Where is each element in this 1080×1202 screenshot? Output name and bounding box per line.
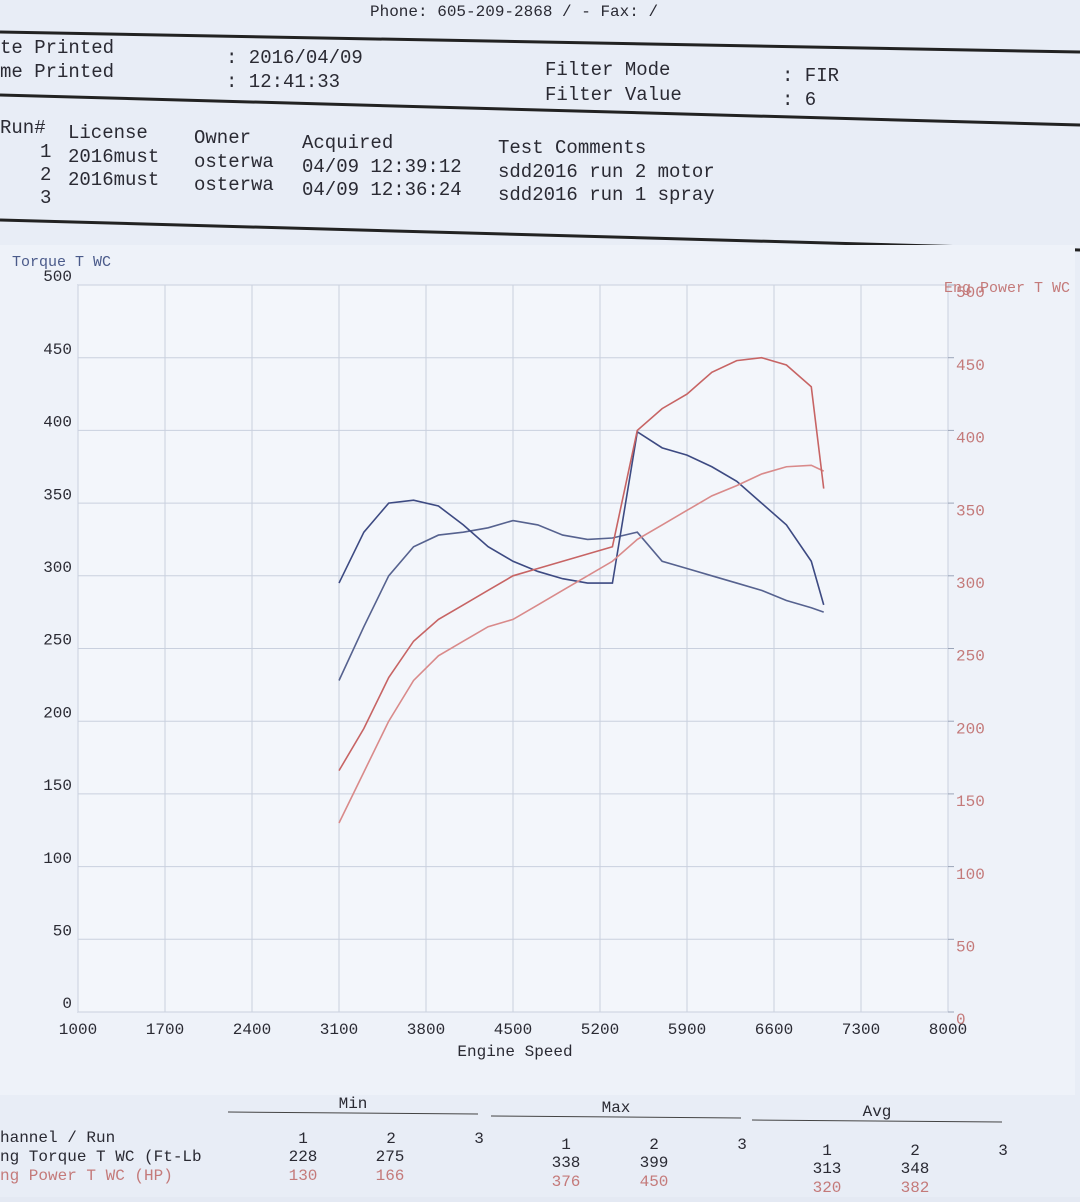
cell: 2016must — [68, 146, 159, 168]
x-tick-label: 1000 — [59, 1021, 97, 1039]
y2-tick-label: 450 — [956, 357, 985, 375]
y-tick-label: 0 — [62, 995, 72, 1013]
y-axis-title: Torque T WC — [12, 254, 111, 271]
cell: osterwa — [194, 174, 274, 196]
y2-tick-label: 150 — [956, 793, 985, 811]
cell: sdd2016 run 2 motor — [498, 161, 715, 183]
rule — [227, 1111, 479, 1115]
y-tick-label: 350 — [43, 486, 72, 504]
column-header: Acquired — [302, 132, 393, 154]
group-header: Max — [602, 1099, 631, 1117]
y-tick-label: 300 — [43, 559, 72, 577]
y2-tick-label: 0 — [956, 1011, 966, 1029]
rule — [0, 30, 1080, 54]
y2-tick-label: 300 — [956, 575, 985, 593]
rule — [751, 1119, 1003, 1123]
x-tick-label: 4500 — [494, 1021, 532, 1039]
row-label: ng Power T WC (HP) — [0, 1167, 173, 1185]
y-tick-label: 150 — [43, 777, 72, 795]
label: me Printed — [0, 61, 114, 83]
cell: 399 — [640, 1154, 669, 1172]
series-line — [338, 430, 825, 606]
y-tick-label: 400 — [43, 414, 72, 432]
run-number: 2 — [649, 1136, 659, 1154]
column-header: Run# — [0, 117, 46, 139]
x-tick-label: 3800 — [407, 1021, 445, 1039]
cell: 130 — [289, 1167, 318, 1185]
series-line — [338, 464, 825, 824]
x-tick-label: 8000 — [929, 1021, 967, 1039]
run-number: 1 — [822, 1142, 832, 1160]
y-tick-label: 50 — [53, 923, 72, 941]
cell: 04/09 12:36:24 — [302, 179, 462, 201]
group-header: Avg — [863, 1103, 892, 1121]
x-tick-label: 3100 — [320, 1021, 358, 1039]
x-tick-label: 5200 — [581, 1021, 619, 1039]
y-tick-label: 250 — [43, 632, 72, 650]
cell: 320 — [813, 1179, 842, 1197]
label: Filter Value — [545, 84, 682, 106]
x-axis-title: Engine Speed — [457, 1043, 572, 1061]
rule — [490, 1115, 742, 1119]
cell: 3 — [40, 187, 51, 209]
y2-axis-title: Eng Power T WC — [944, 280, 1070, 297]
value: : 12:41:33 — [226, 71, 340, 93]
y2-tick-label: 250 — [956, 648, 985, 666]
y-tick-label: 100 — [43, 850, 72, 868]
cell: 348 — [901, 1160, 930, 1178]
cell: 166 — [376, 1167, 405, 1185]
cell: 04/09 12:39:12 — [302, 156, 462, 178]
y2-tick-label: 400 — [956, 430, 985, 448]
y2-tick-label: 500 — [956, 284, 985, 302]
run-number: 3 — [998, 1142, 1008, 1160]
cell: 2 — [40, 164, 51, 186]
cell: 450 — [640, 1173, 669, 1191]
group-header: Min — [339, 1095, 368, 1113]
value: : 6 — [782, 89, 816, 111]
cell: 376 — [552, 1173, 581, 1191]
run-number: 3 — [474, 1130, 484, 1148]
phone: Phone: 605-209-2868 / - Fax: / — [370, 3, 658, 21]
x-tick-label: 1700 — [146, 1021, 184, 1039]
y2-tick-label: 350 — [956, 502, 985, 520]
column-header: License — [68, 122, 148, 144]
y2-tick-label: 50 — [956, 939, 975, 957]
column-header: hannel / Run — [0, 1129, 115, 1147]
cell: 382 — [901, 1179, 930, 1197]
x-tick-label: 5900 — [668, 1021, 706, 1039]
cell: 313 — [813, 1160, 842, 1178]
rule — [0, 93, 1080, 127]
cell: 338 — [552, 1154, 581, 1172]
column-header: Test Comments — [498, 137, 646, 159]
y2-tick-label: 200 — [956, 720, 985, 738]
series-line — [338, 519, 824, 681]
cell: 228 — [289, 1148, 318, 1166]
value: : 2016/04/09 — [226, 47, 363, 69]
y-tick-label: 500 — [43, 268, 72, 286]
value: : FIR — [782, 65, 839, 87]
x-tick-label: 7300 — [842, 1021, 880, 1039]
cell: 1 — [40, 141, 51, 163]
x-tick-label: 6600 — [755, 1021, 793, 1039]
column-header: Owner — [194, 127, 251, 149]
label: Filter Mode — [545, 59, 670, 81]
cell: osterwa — [194, 151, 274, 173]
cell: sdd2016 run 1 spray — [498, 184, 715, 206]
row-label: ng Torque T WC (Ft-Lb — [0, 1148, 202, 1166]
run-number: 3 — [737, 1136, 747, 1154]
x-tick-label: 2400 — [233, 1021, 271, 1039]
cell: 2016must — [68, 169, 159, 191]
run-number: 1 — [298, 1130, 308, 1148]
label: te Printed — [0, 37, 114, 59]
run-number: 2 — [910, 1142, 920, 1160]
y-tick-label: 450 — [43, 341, 72, 359]
y-tick-label: 200 — [43, 704, 72, 722]
cell: 275 — [376, 1148, 405, 1166]
run-number: 2 — [386, 1130, 396, 1148]
y2-tick-label: 100 — [956, 866, 985, 884]
series-line — [338, 356, 825, 772]
run-number: 1 — [561, 1136, 571, 1154]
